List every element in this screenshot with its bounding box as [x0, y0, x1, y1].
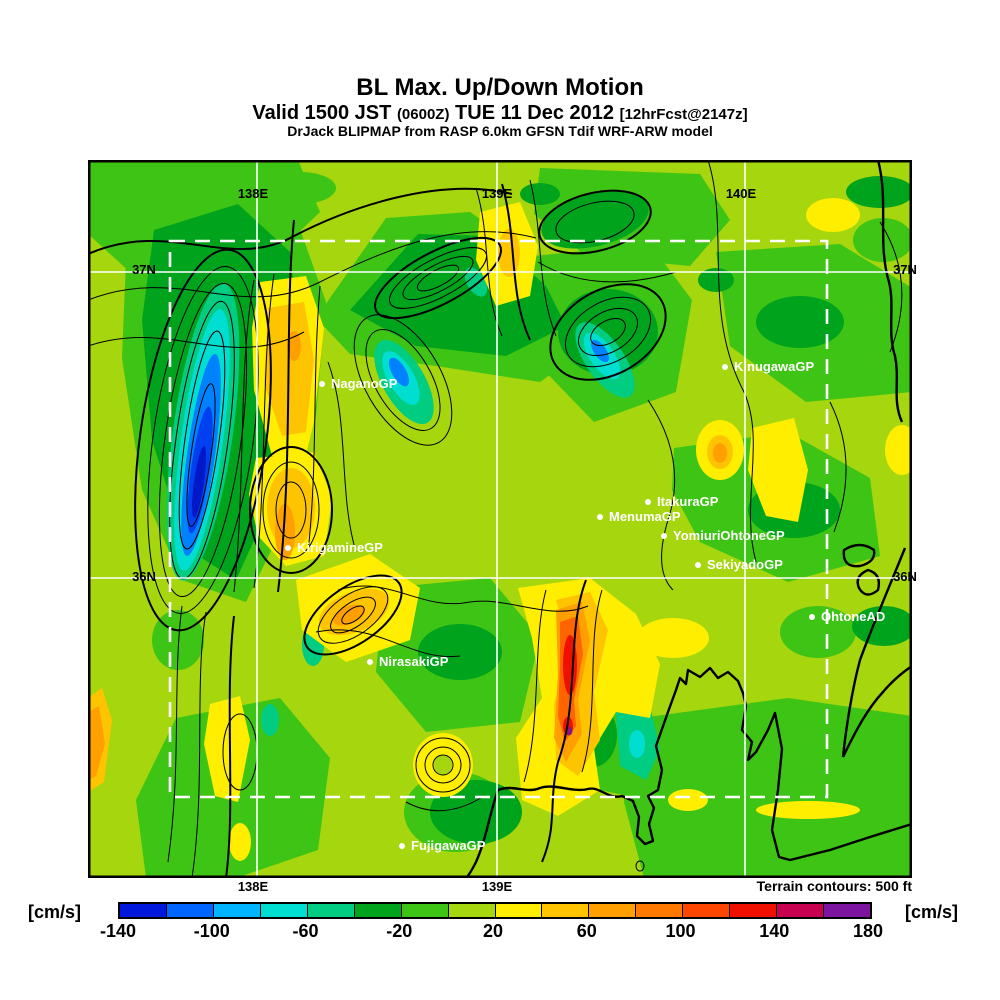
colorbar-segment: [213, 904, 261, 917]
colorbar-tick-label: 100: [665, 921, 696, 941]
colorbar-segment: [120, 904, 167, 917]
grid-lines: [88, 160, 912, 878]
colorbar: [118, 902, 872, 919]
colorbar-segment: [542, 904, 590, 917]
model-source-line: DrJack BLIPMAP from RASP 6.0km GFSN Tdif…: [287, 123, 713, 139]
colorbar-segment: [354, 904, 402, 917]
colorbar-segment: [589, 904, 637, 917]
lon-label-bottom: 138E: [237, 879, 269, 894]
terrain-contours: [88, 160, 903, 878]
colorbar-segment: [401, 904, 449, 917]
valid-date: TUE 11 Dec 2012: [455, 102, 615, 124]
colorbar-segment: [777, 904, 825, 917]
colorbar-tick-label: 180: [852, 921, 884, 941]
coastline: [465, 160, 912, 878]
colorbar-segment: [824, 904, 870, 917]
valid-prefix: Valid 1500 JST: [252, 102, 392, 124]
forecast-tag: [12hrFcst@2147z]: [619, 106, 748, 123]
colorbar-segment: [448, 904, 496, 917]
valid-time-line: Valid 1500 JST (0600Z) TUE 11 Dec 2012 […: [0, 102, 1000, 125]
map-frame: [88, 160, 912, 878]
page-title: BL Max. Up/Down Motion: [356, 74, 644, 101]
colorbar-segment: [636, 904, 684, 917]
colorbar-segment: [166, 904, 214, 917]
colorbar-segment: [683, 904, 731, 917]
colorbar-tick-label: -140: [99, 921, 137, 941]
colorbar-tick-label: 60: [576, 921, 597, 941]
colorbar-unit-left: [cm/s]: [28, 902, 82, 922]
colorbar-tick-label: 140: [759, 921, 790, 941]
colorbar-tick-label: -20: [386, 921, 413, 941]
terrain-contours-note: Terrain contours: 500 ft: [756, 878, 912, 894]
valid-utc: (0600Z): [396, 106, 450, 123]
colorbar-segment: [495, 904, 543, 917]
colorbar-tick-label: -60: [292, 921, 319, 941]
blipmap-svg: [88, 160, 912, 878]
lon-label-bottom: 139E: [481, 879, 513, 894]
colorbar-segment: [730, 904, 778, 917]
colorbar-segment: [307, 904, 355, 917]
lift-sink-fill: [88, 160, 912, 878]
colorbar-unit-right: [cm/s]: [905, 902, 959, 922]
colorbar-tick-label: -100: [193, 921, 230, 941]
domain-boundary: [168, 239, 829, 799]
colorbar-segment: [260, 904, 308, 917]
colorbar-tick-label: 20: [482, 921, 504, 941]
